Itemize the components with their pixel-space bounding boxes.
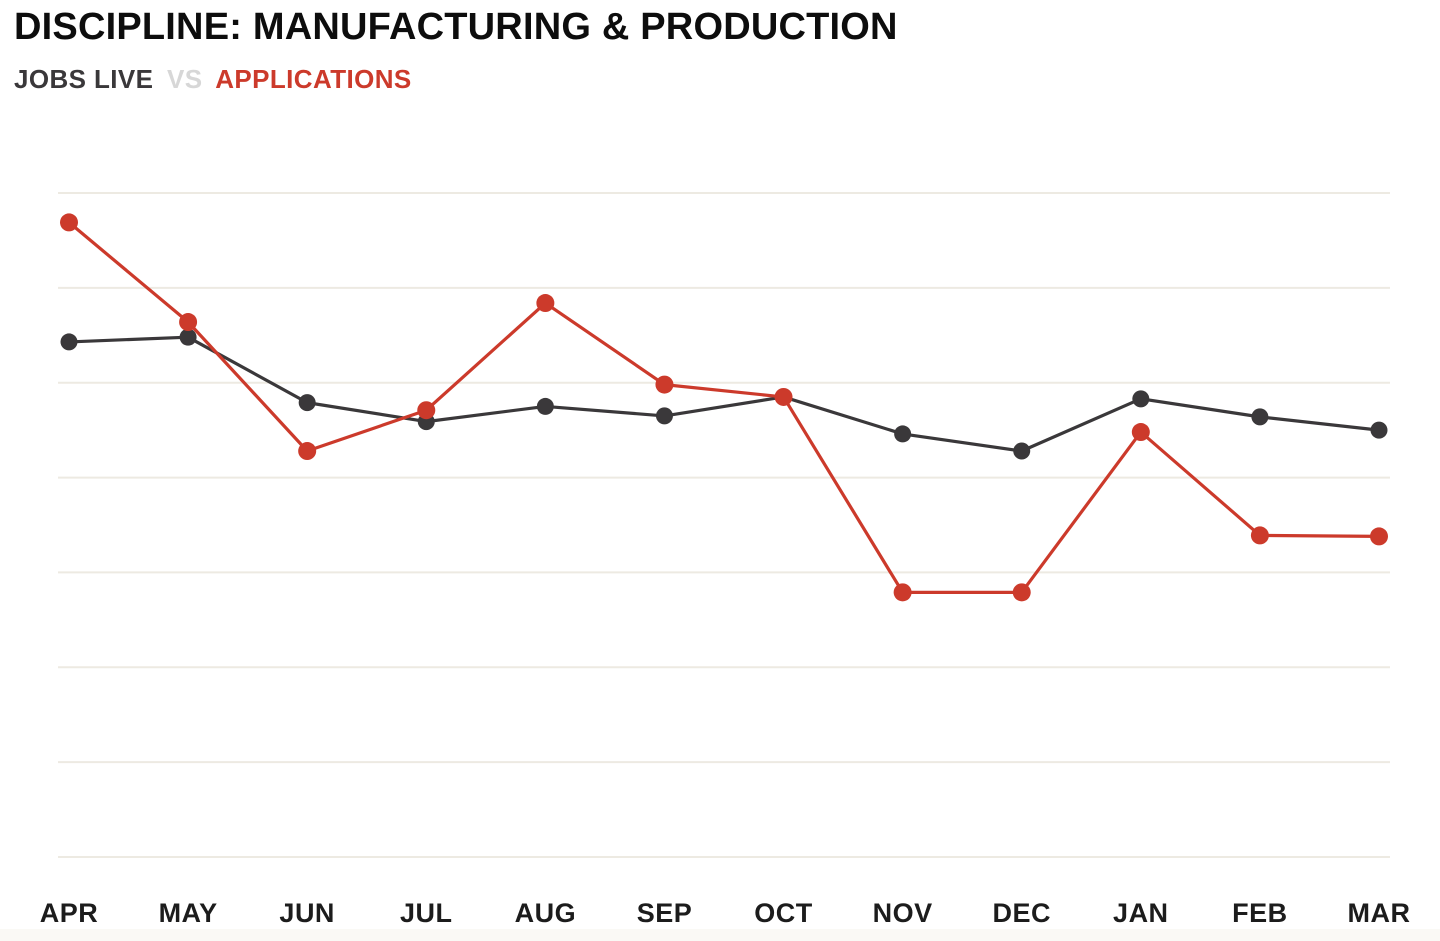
- point-applications-feb: [1250, 526, 1269, 545]
- bottom-section-edge: [0, 929, 1440, 941]
- point-applications-may: [179, 313, 198, 332]
- point-applications-mar: [1370, 527, 1388, 546]
- point-jobs-live-may: [179, 328, 197, 346]
- point-jobs-live-mar: [1370, 421, 1388, 439]
- point-jobs-live-apr: [60, 333, 78, 351]
- point-applications-jun: [298, 442, 317, 461]
- point-applications-sep: [655, 375, 674, 394]
- point-applications-apr: [60, 213, 78, 232]
- legend-applications: APPLICATIONS: [215, 63, 412, 94]
- point-jobs-live-jun: [298, 394, 316, 412]
- point-jobs-live-dec: [1013, 442, 1031, 460]
- point-jobs-live-sep: [655, 407, 673, 425]
- series-line-applications: [67, 220, 1381, 594]
- point-applications-dec: [1012, 583, 1031, 602]
- point-jobs-live-nov: [894, 425, 912, 443]
- x-axis-label-apr: APR: [40, 898, 99, 928]
- series-line-jobs-live: [67, 335, 1381, 453]
- x-axis-label-oct: OCT: [754, 898, 813, 928]
- x-axis-label-nov: NOV: [873, 898, 933, 928]
- point-jobs-live-aug: [536, 397, 554, 415]
- point-applications-aug: [536, 294, 555, 313]
- legend-vs-separator: VS: [167, 63, 203, 94]
- x-axis-label-dec: DEC: [992, 898, 1051, 928]
- legend-jobs-live: JOBS LIVE: [14, 63, 154, 94]
- point-applications-oct: [774, 387, 793, 406]
- point-applications-jul: [417, 401, 436, 420]
- x-axis-label-sep: SEP: [637, 898, 693, 928]
- x-axis-label-jun: JUN: [279, 898, 335, 928]
- x-axis-label-aug: AUG: [515, 898, 577, 928]
- x-axis-label-feb: FEB: [1232, 898, 1288, 928]
- point-jobs-live-feb: [1251, 408, 1269, 426]
- chart-header: DISCIPLINE: MANUFACTURING & PRODUCTION J…: [14, 6, 898, 95]
- x-axis-label-may: MAY: [159, 898, 218, 928]
- point-jobs-live-jan: [1132, 390, 1150, 408]
- legend: JOBS LIVE VS APPLICATIONS: [14, 64, 898, 95]
- page-title: DISCIPLINE: MANUFACTURING & PRODUCTION: [14, 6, 898, 48]
- x-axis-label-jul: JUL: [400, 898, 453, 928]
- point-applications-nov: [893, 583, 912, 602]
- x-axis-label-mar: MAR: [1348, 898, 1411, 928]
- x-axis-label-jan: JAN: [1113, 898, 1169, 928]
- point-applications-jan: [1131, 423, 1150, 442]
